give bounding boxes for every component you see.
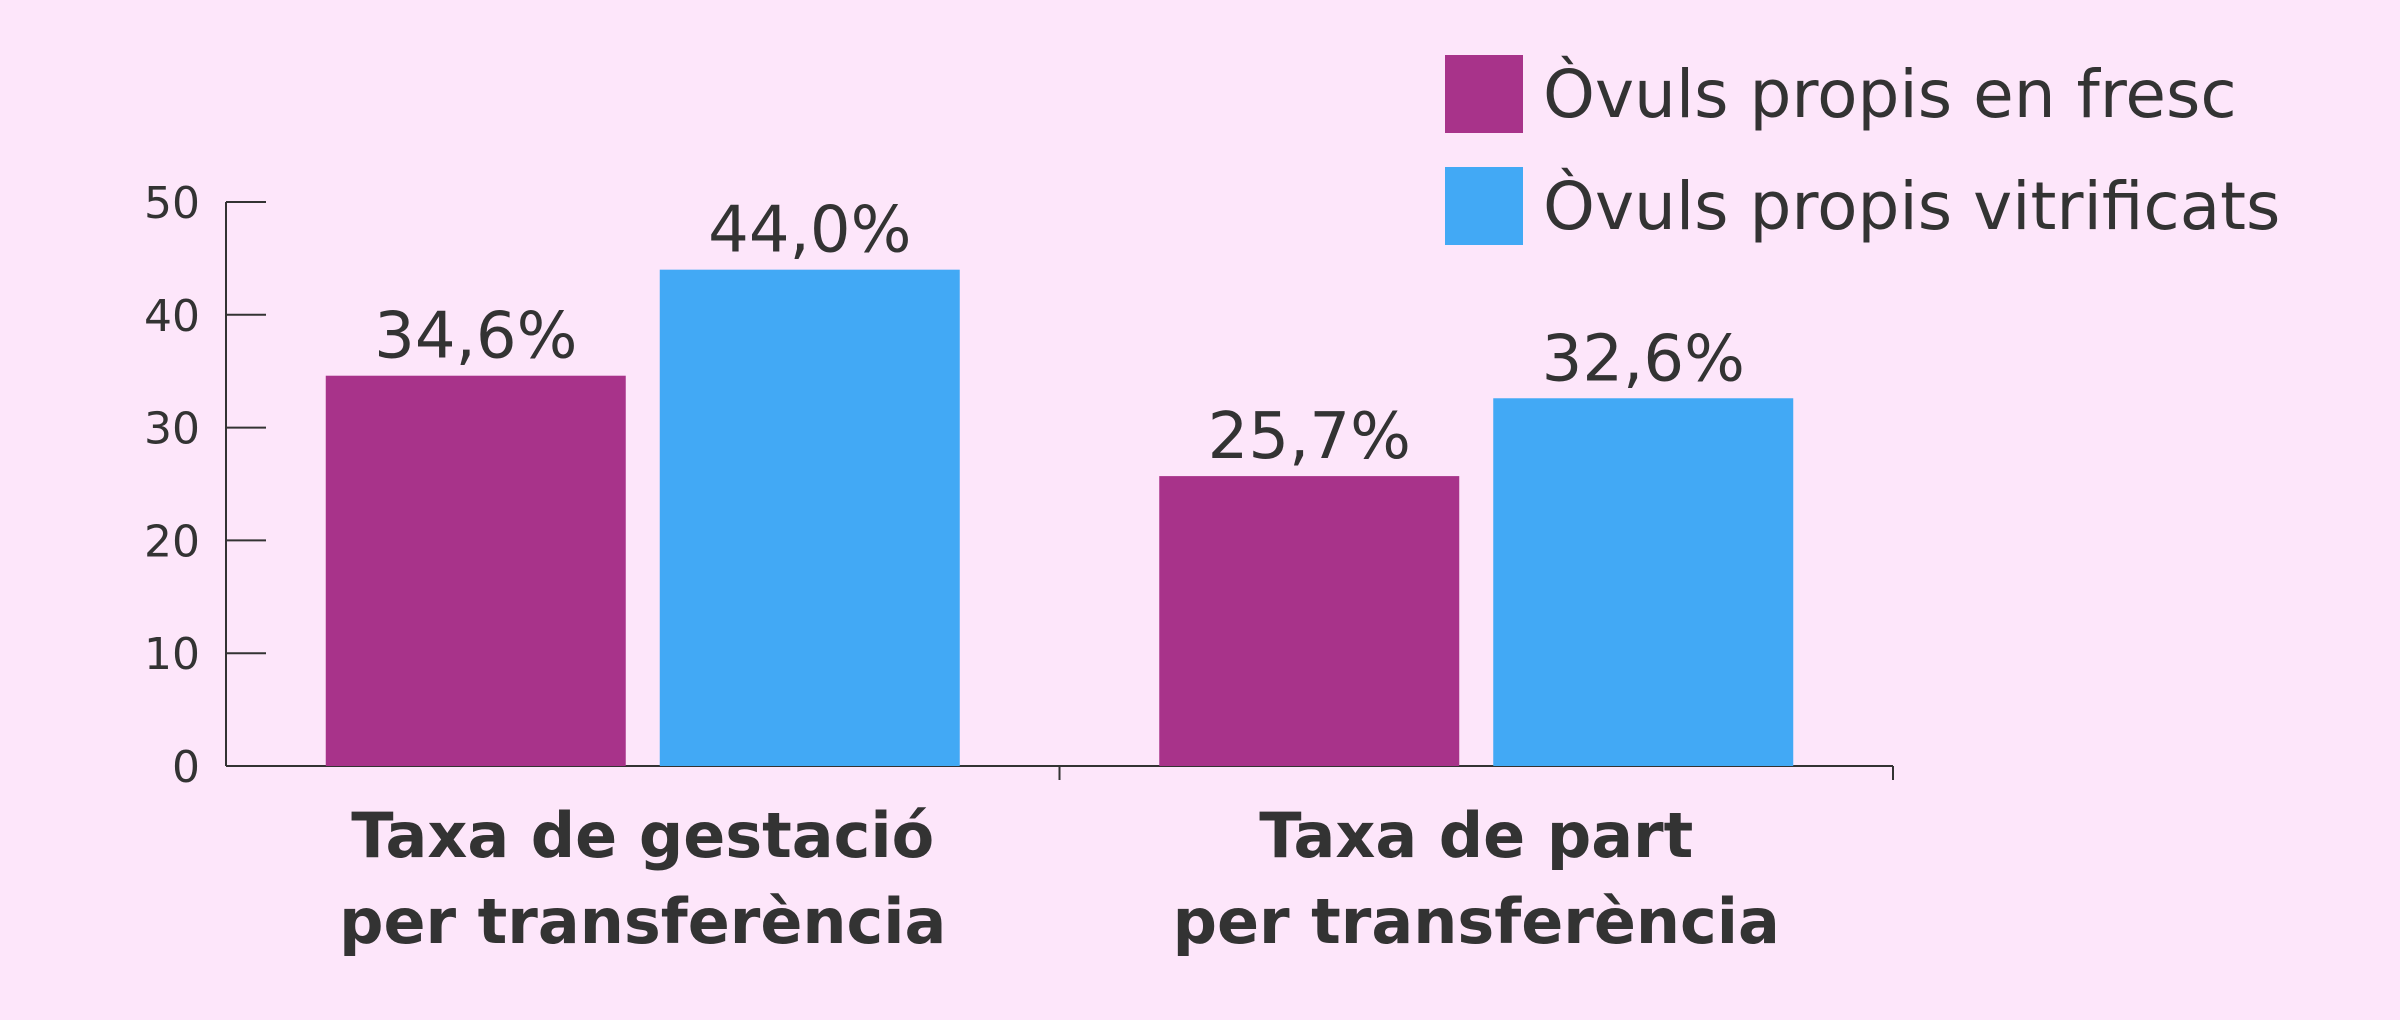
category-labels: Taxa de gestació per transferència Taxa de… [339,799,1780,958]
value-label: 32,6% [1542,322,1745,396]
category-label-line1: Taxa de part [1259,799,1693,872]
y-tick-label: 20 [144,516,200,567]
value-label: 25,7% [1208,400,1411,474]
legend: Òvuls propis en fresc Òvuls propis vitrif… [1445,55,2280,245]
y-tick-label: 10 [144,629,200,680]
y-tick-label: 50 [144,178,200,229]
bar-vitrified-2 [1493,398,1794,766]
y-tick-label: 40 [144,291,200,342]
legend-swatch [1445,167,1523,245]
legend-label: Òvuls propis en fresc [1543,56,2237,133]
bar-fresh-2 [1159,476,1460,766]
legend-label: Òvuls propis vitrificats [1543,168,2280,245]
value-labels: 34,6% 44,0% 25,7% 32,6% [374,194,1745,474]
category-label-line2: per transferència [1173,885,1780,958]
y-tick-label: 0 [172,742,200,793]
bar-vitrified-1 [659,269,960,766]
bars [325,269,1794,766]
value-label: 44,0% [708,194,911,268]
value-label: 34,6% [374,300,577,374]
legend-swatch [1445,55,1523,133]
axes: 0 10 20 30 40 50 [144,178,1894,793]
y-tick-label: 30 [144,404,200,455]
bar-fresh-1 [325,375,626,766]
category-label-line2: per transferència [339,885,946,958]
category-label-line1: Taxa de gestació [351,799,934,872]
